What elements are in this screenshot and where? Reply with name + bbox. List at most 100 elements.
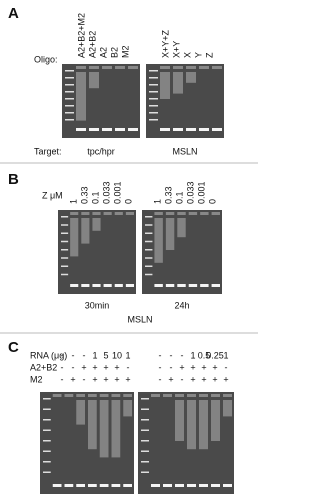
ladder-band xyxy=(141,450,149,452)
cell: + xyxy=(92,362,97,372)
cell: - xyxy=(83,350,86,360)
well xyxy=(76,394,85,397)
cell: - xyxy=(159,350,162,360)
ladder-band xyxy=(61,216,69,218)
smear xyxy=(223,400,232,417)
cell: + xyxy=(179,362,184,372)
cell: - xyxy=(83,374,86,384)
well xyxy=(52,394,62,397)
smear xyxy=(173,72,183,94)
band xyxy=(125,284,134,287)
band xyxy=(160,128,170,131)
band xyxy=(199,128,209,131)
lane-label: X xyxy=(182,52,192,58)
cell: 0.25 xyxy=(206,350,224,360)
cell: 1 xyxy=(190,350,195,360)
band xyxy=(128,128,138,131)
cell: + xyxy=(201,362,206,372)
lane-label: 0 xyxy=(123,199,133,204)
smear xyxy=(88,400,97,450)
row-label: RNA (μg) xyxy=(30,350,67,360)
cell: 5 xyxy=(103,350,108,360)
band xyxy=(163,484,172,487)
well xyxy=(211,212,220,215)
well xyxy=(64,394,74,397)
lane-label: 0.33 xyxy=(79,186,89,204)
cell: - xyxy=(170,362,173,372)
band xyxy=(123,484,132,487)
cell: - xyxy=(159,374,162,384)
ladder-band xyxy=(149,98,158,100)
cell: + xyxy=(103,362,108,372)
ladder-band xyxy=(141,461,149,463)
smear xyxy=(160,72,170,99)
cell: 0.5 xyxy=(198,350,211,360)
band xyxy=(188,284,198,287)
band xyxy=(177,284,186,287)
band xyxy=(200,284,209,287)
smear xyxy=(111,400,121,458)
lane-label: 0 xyxy=(207,199,217,204)
panel-label: B xyxy=(8,171,19,188)
well xyxy=(163,394,172,397)
lane-label: 0.1 xyxy=(90,191,100,204)
cell: - xyxy=(61,362,64,372)
band xyxy=(114,284,123,287)
band xyxy=(88,484,97,487)
well xyxy=(99,394,109,397)
lane-label: Z xyxy=(204,52,214,58)
cell: + xyxy=(201,374,206,384)
ladder-band xyxy=(43,408,51,410)
ladder-band xyxy=(61,257,69,259)
cell: + xyxy=(190,362,195,372)
well xyxy=(173,66,183,69)
band xyxy=(76,128,86,131)
smear xyxy=(92,218,101,231)
smear xyxy=(81,218,90,244)
ladder-band xyxy=(149,91,158,93)
ladder-band xyxy=(61,273,69,276)
ladder-band xyxy=(65,70,74,72)
smear xyxy=(89,72,99,89)
ladder-band xyxy=(43,440,51,442)
smear xyxy=(70,218,79,257)
ladder-band xyxy=(43,429,51,431)
band xyxy=(199,484,208,487)
lane-label: 1 xyxy=(68,199,78,204)
cell: 1 xyxy=(92,350,97,360)
gel xyxy=(146,64,224,138)
band xyxy=(103,284,112,287)
smear xyxy=(99,400,109,458)
cell: 1 xyxy=(223,350,228,360)
well xyxy=(200,212,209,215)
cell: - xyxy=(72,350,75,360)
ladder-band xyxy=(149,119,158,121)
cell: 10 xyxy=(112,350,122,360)
band xyxy=(115,128,125,131)
ladder-band xyxy=(149,70,158,72)
cell: 1 xyxy=(125,350,130,360)
cell: - xyxy=(181,374,184,384)
cell: - xyxy=(159,362,162,372)
well xyxy=(102,66,112,69)
cell: - xyxy=(170,350,173,360)
ladder-band xyxy=(141,419,149,421)
cell: - xyxy=(72,362,75,372)
ladder-band xyxy=(65,105,74,107)
ladder-band xyxy=(61,249,69,251)
cell: + xyxy=(125,374,130,384)
ladder-band xyxy=(145,249,153,251)
lane-label: 0.1 xyxy=(174,191,184,204)
well xyxy=(177,212,186,215)
ladder-band xyxy=(43,398,51,400)
ladder-band xyxy=(61,240,69,243)
lane-label: M2 xyxy=(120,45,130,58)
panel-label: A xyxy=(8,5,19,22)
well xyxy=(89,66,99,69)
lane-label: A2+B2 xyxy=(87,31,97,58)
ladder-band xyxy=(145,216,153,218)
well xyxy=(187,394,196,397)
ladder-band xyxy=(145,224,153,226)
lane-label: 1 xyxy=(152,199,162,204)
